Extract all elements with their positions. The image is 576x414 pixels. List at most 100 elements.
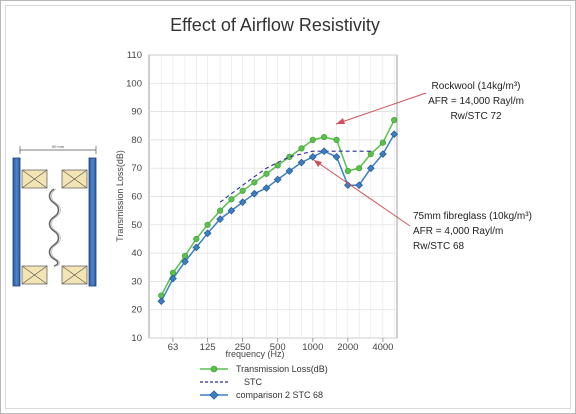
data-point xyxy=(367,150,374,158)
series-0 xyxy=(158,116,398,299)
annotation-fibreglass-arrowhead xyxy=(314,160,322,167)
data-point xyxy=(239,187,246,194)
data-point xyxy=(309,136,316,143)
data-point xyxy=(320,133,328,141)
data-point xyxy=(273,175,282,184)
annotation-rockwool-arrowhead xyxy=(336,118,345,124)
data-point xyxy=(356,165,363,172)
insulation-coil-outer xyxy=(48,188,60,267)
annotation-fibreglass-line-3: Rw/STC 68 xyxy=(413,241,465,252)
annotation-fibreglass-line-1: 75mm fibreglass (10kg/m³) xyxy=(413,211,532,222)
data-point xyxy=(286,153,293,160)
data-point xyxy=(216,215,224,223)
data-point xyxy=(390,130,399,139)
x-tick-label: 125 xyxy=(200,342,216,353)
legend-item-stc: STC xyxy=(200,377,263,387)
data-point xyxy=(203,229,212,238)
legend-item-comparison: comparison 2 STC 68 xyxy=(200,390,323,400)
data-point xyxy=(333,136,340,143)
data-point xyxy=(379,150,387,158)
annotation-rockwool-arrow xyxy=(335,92,427,125)
data-point xyxy=(192,243,201,252)
data-point xyxy=(320,147,328,156)
annotation-rockwool-line-1: Rockwool (14kg/m³) xyxy=(432,81,521,92)
legend-item-transmission-loss: Transmission Loss(dB) xyxy=(200,364,328,374)
annotation-fibreglass: 75mm fibreglass (10kg/m³) AFR = 4,000 Ra… xyxy=(313,159,532,252)
annotation-rockwool-line-2: AFR = 14,000 Rayl/m xyxy=(428,96,524,107)
y-tick-label: 40 xyxy=(131,248,142,259)
bottom-left-stud xyxy=(21,265,48,285)
dimension-label: 90 mm xyxy=(52,144,65,149)
data-point xyxy=(228,196,235,203)
top-right-stud xyxy=(61,169,88,189)
data-point xyxy=(344,181,352,189)
annotation-fibreglass-line-2: AFR = 4,000 Rayl/m xyxy=(413,226,503,237)
y-tick-label: 70 xyxy=(131,163,142,174)
data-point xyxy=(238,198,247,206)
bottom-right-stud xyxy=(61,265,88,285)
legend: Transmission Loss(dB) STC comparison 2 S… xyxy=(200,364,328,400)
data-point xyxy=(263,170,270,177)
data-point xyxy=(285,167,294,175)
x-tick-label: 63 xyxy=(168,342,179,353)
legend-label-transmission-loss: Transmission Loss(dB) xyxy=(236,364,328,374)
series-1 xyxy=(219,150,371,203)
y-tick-label: 90 xyxy=(131,107,142,118)
image-frame-inner xyxy=(5,5,571,409)
data-point xyxy=(250,189,259,198)
y-tick-label: 60 xyxy=(131,192,142,203)
y-axis-ticks: 10 20 30 40 50 60 70 80 90 100 110 xyxy=(126,50,142,344)
data-point xyxy=(297,158,306,167)
x-axis-ticks: 63 125 250 500 1000 2000 4000 xyxy=(168,338,393,353)
right-board xyxy=(88,157,97,287)
y-tick-label: 110 xyxy=(127,50,142,61)
legend-marker-circle xyxy=(210,365,218,373)
data-point xyxy=(169,274,177,283)
x-tick-label: 4000 xyxy=(372,342,393,353)
series-2 xyxy=(157,130,399,306)
data-point xyxy=(355,181,363,189)
wall-section-diagram: 90 mm xyxy=(12,144,97,287)
data-point xyxy=(274,162,281,169)
data-point xyxy=(157,297,166,306)
y-axis-label: Transmission Loss(dB) xyxy=(115,150,125,242)
data-point xyxy=(204,221,211,228)
insulation-coil-inner xyxy=(51,188,61,267)
annotation-rockwool: Rockwool (14kg/m³) AFR = 14,000 Rayl/m R… xyxy=(335,81,524,125)
y-tick-label: 30 xyxy=(131,276,142,287)
left-board xyxy=(12,157,21,287)
legend-label-comparison: comparison 2 STC 68 xyxy=(236,390,323,400)
legend-marker-diamond xyxy=(209,390,219,400)
plot-grid xyxy=(149,54,397,339)
y-tick-label: 50 xyxy=(131,220,142,231)
top-left-stud xyxy=(21,169,48,189)
y-tick-label: 80 xyxy=(131,135,142,146)
annotation-fibreglass-arrow xyxy=(313,159,411,227)
data-point xyxy=(181,257,189,266)
annotation-rockwool-line-3: Rw/STC 72 xyxy=(450,111,502,122)
y-tick-label: 10 xyxy=(131,333,142,344)
data-point xyxy=(332,153,341,161)
x-tick-label: 250 xyxy=(235,342,251,353)
legend-label-stc: STC xyxy=(244,377,263,387)
data-point xyxy=(308,153,317,161)
data-point xyxy=(344,167,351,175)
y-tick-label: 20 xyxy=(131,305,142,316)
data-point xyxy=(298,145,305,152)
x-tick-label: 2000 xyxy=(337,342,358,353)
data-point xyxy=(391,116,398,124)
chart-title: Effect of Airflow Resistivity xyxy=(170,15,380,35)
data-point xyxy=(193,235,200,243)
data-point xyxy=(379,139,387,146)
series-line xyxy=(219,150,371,203)
data-point xyxy=(217,207,224,214)
data-point xyxy=(227,206,236,215)
x-axis-label: frequency (Hz) xyxy=(225,349,284,359)
data-point xyxy=(251,179,258,186)
y-tick-label: 100 xyxy=(126,78,142,89)
x-tick-label: 500 xyxy=(270,342,286,353)
data-point xyxy=(262,184,271,192)
x-tick-label: 1000 xyxy=(302,342,323,353)
data-point xyxy=(367,164,375,173)
